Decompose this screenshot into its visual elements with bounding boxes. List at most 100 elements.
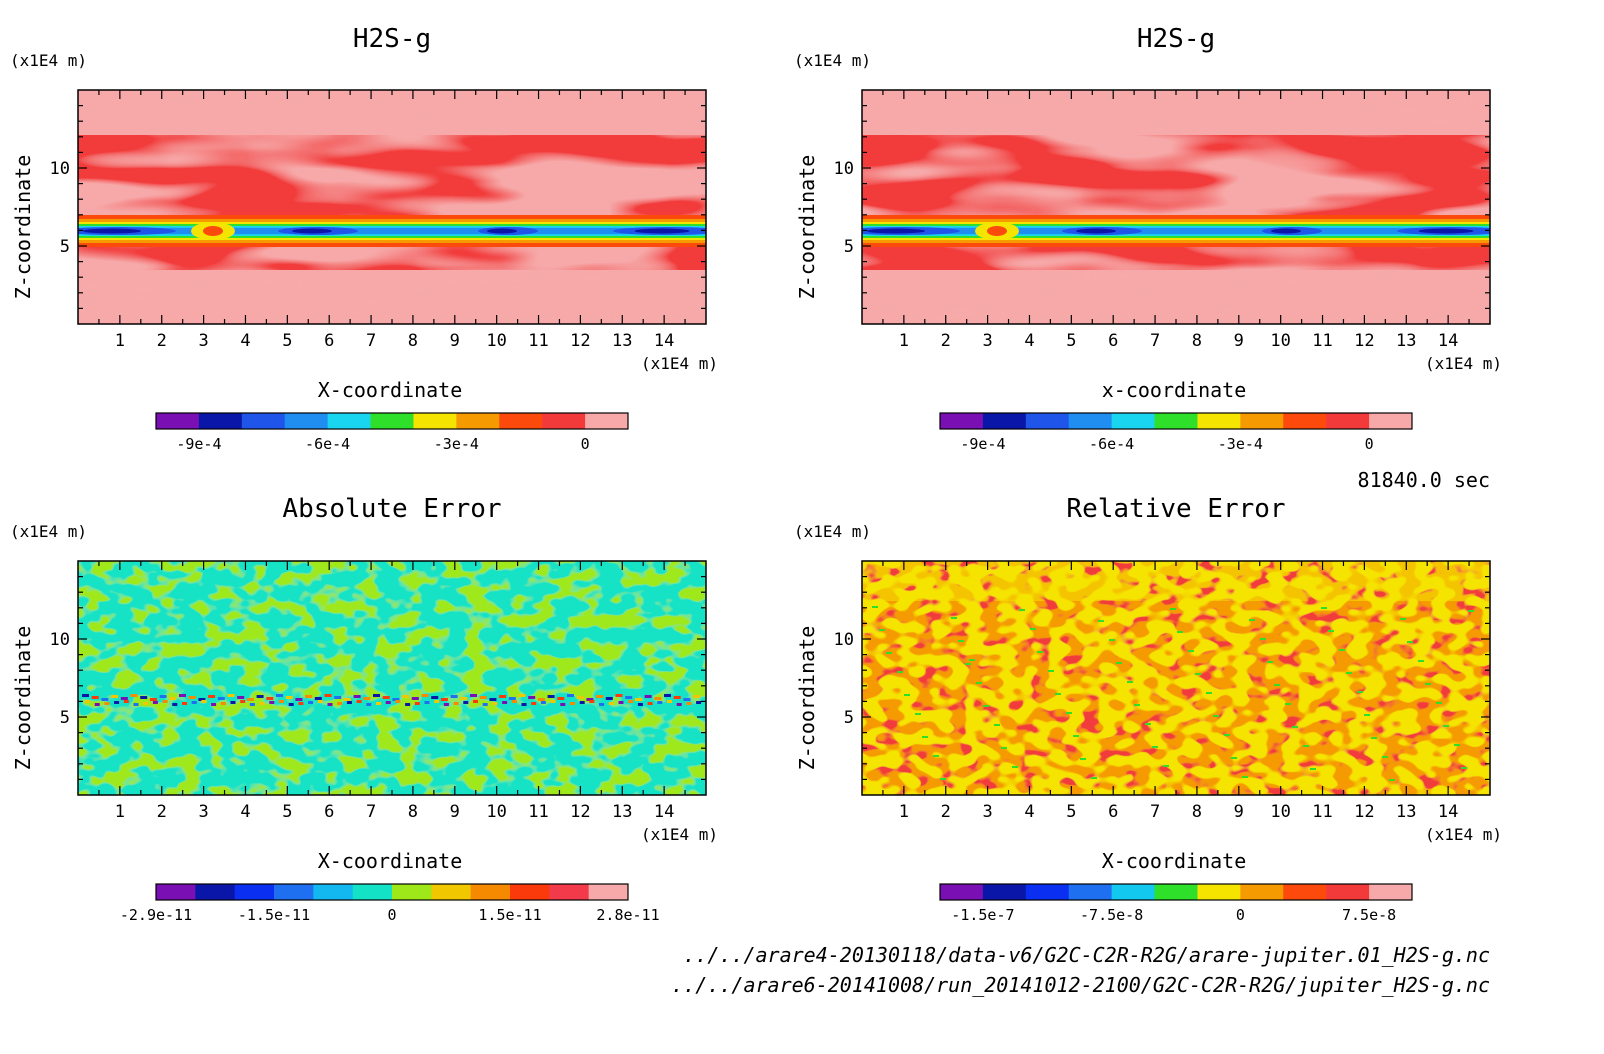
x-tick-label: 5	[1066, 802, 1076, 822]
colorbar-cell	[1283, 884, 1327, 900]
x-tick-label: 3	[198, 331, 208, 351]
y-unit-label: (x1E4 m)	[10, 51, 87, 70]
colorbar-frame	[939, 883, 1413, 901]
colorbar: -1.5e-7 -7.5e-8 0 7.5e-8	[939, 883, 1413, 924]
colorbar-frame	[939, 412, 1413, 430]
x-tick-label: 4	[240, 802, 250, 822]
colorbar-cell	[1025, 413, 1070, 429]
rel-green-spots-3	[872, 606, 1474, 781]
x-tick-label: 12	[1354, 331, 1374, 351]
colorbar-cell	[156, 884, 196, 900]
colorbar-cell	[1068, 413, 1113, 429]
x-tick-label: 12	[570, 802, 590, 822]
x-unit-label: (x1E4 m)	[1425, 354, 1502, 373]
x-tick-label: 13	[612, 802, 632, 822]
x-tick-label: 5	[1066, 331, 1076, 351]
heatmap-area	[78, 90, 706, 324]
y-unit-label: (x1E4 m)	[794, 522, 871, 541]
x-tick-label: 10	[486, 802, 506, 822]
colorbar-label: -9e-4	[960, 435, 1005, 453]
colorbar-cell	[456, 413, 500, 429]
x-axis-label: X-coordinate	[318, 849, 463, 873]
colorbar-cell	[940, 884, 984, 900]
panel-title: H2S-g	[1137, 24, 1215, 54]
colorbar-cell	[1326, 413, 1370, 429]
x-tick-label: 6	[1108, 331, 1118, 351]
y-tick-label: 10	[834, 630, 854, 650]
y-tick-label: 5	[844, 708, 854, 728]
colorbar-frame	[155, 412, 629, 430]
colorbar-label: -9e-4	[176, 435, 221, 453]
y-tick-label: 5	[844, 237, 854, 257]
x-tick-label: 3	[982, 331, 992, 351]
y-tick-label: 10	[834, 159, 854, 179]
x-tick-label: 13	[612, 331, 632, 351]
x-tick-label: 2	[157, 802, 167, 822]
x-tick-label: 7	[1150, 331, 1160, 351]
colorbar-label: 0	[1365, 435, 1374, 453]
colorbar-cell	[156, 413, 200, 429]
x-tick-label: 8	[1192, 802, 1202, 822]
x-tick-label: 13	[1396, 331, 1416, 351]
x-tick-label: 13	[1396, 802, 1416, 822]
file-path-1: ../../arare4-20130118/data-v6/G2C-C2R-R2…	[683, 943, 1490, 967]
colorbar-cell	[234, 884, 275, 900]
x-tick-label: 4	[1024, 802, 1034, 822]
colorbar-cell	[1197, 413, 1241, 429]
colorbar-cell	[1154, 884, 1198, 900]
x-tick-label: 14	[654, 802, 674, 822]
y-tick-label: 10	[50, 630, 70, 650]
colorbar-cell	[392, 884, 432, 900]
x-tick-label: 1	[115, 802, 125, 822]
time-label: 81840.0 sec	[1358, 468, 1490, 492]
x-tick-label: 14	[1438, 331, 1458, 351]
colorbar-cell	[940, 413, 984, 429]
colorbar-cell	[585, 413, 629, 429]
colorbar-cell	[1240, 884, 1284, 900]
colorbar-cell	[1025, 884, 1070, 900]
colorbar-cell	[510, 884, 550, 900]
y-tick-label: 5	[60, 237, 70, 257]
x-tick-label: 10	[486, 331, 506, 351]
x-tick-label: 9	[450, 331, 460, 351]
x-tick-label: 7	[1150, 802, 1160, 822]
x-tick-label: 11	[528, 331, 548, 351]
colorbar-cell	[1240, 413, 1284, 429]
colorbar-cell	[1369, 413, 1413, 429]
x-tick-label: 3	[982, 802, 992, 822]
jet-band-1	[862, 215, 1490, 247]
x-tick-label: 2	[941, 802, 951, 822]
colorbar-cell	[431, 884, 472, 900]
y-axis-label: Z-coordinate	[11, 155, 35, 300]
colorbar-label: -3e-4	[1218, 435, 1263, 453]
colorbar-label: -1.5e-11	[238, 906, 310, 924]
x-tick-label: 8	[1192, 331, 1202, 351]
x-tick-label: 12	[570, 331, 590, 351]
y-axis-label: Z-coordinate	[11, 626, 35, 771]
colorbar-label: 1.5e-11	[478, 906, 541, 924]
colorbar-cell	[1326, 884, 1370, 900]
colorbar-cell	[470, 884, 511, 900]
colorbar-cell	[542, 413, 586, 429]
x-tick-label: 8	[408, 802, 418, 822]
x-tick-label: 14	[1438, 802, 1458, 822]
x-tick-label: 1	[899, 331, 909, 351]
colorbar-cell	[413, 413, 457, 429]
field-fill-0	[78, 90, 706, 324]
x-tick-label: 2	[941, 331, 951, 351]
x-axis-label: X-coordinate	[1102, 849, 1247, 873]
colorbar-cell	[370, 413, 414, 429]
x-tick-label: 5	[282, 802, 292, 822]
x-tick-label: 6	[324, 331, 334, 351]
x-unit-label: (x1E4 m)	[1425, 825, 1502, 844]
panel-title: Absolute Error	[282, 494, 501, 524]
colorbar-cell	[1154, 413, 1198, 429]
colorbar-frame	[155, 883, 629, 901]
colorbar-cell	[1068, 884, 1113, 900]
y-unit-label: (x1E4 m)	[10, 522, 87, 541]
colorbar-label: 7.5e-8	[1342, 906, 1396, 924]
jet-band-0	[78, 215, 706, 247]
x-tick-label: 11	[1312, 331, 1332, 351]
